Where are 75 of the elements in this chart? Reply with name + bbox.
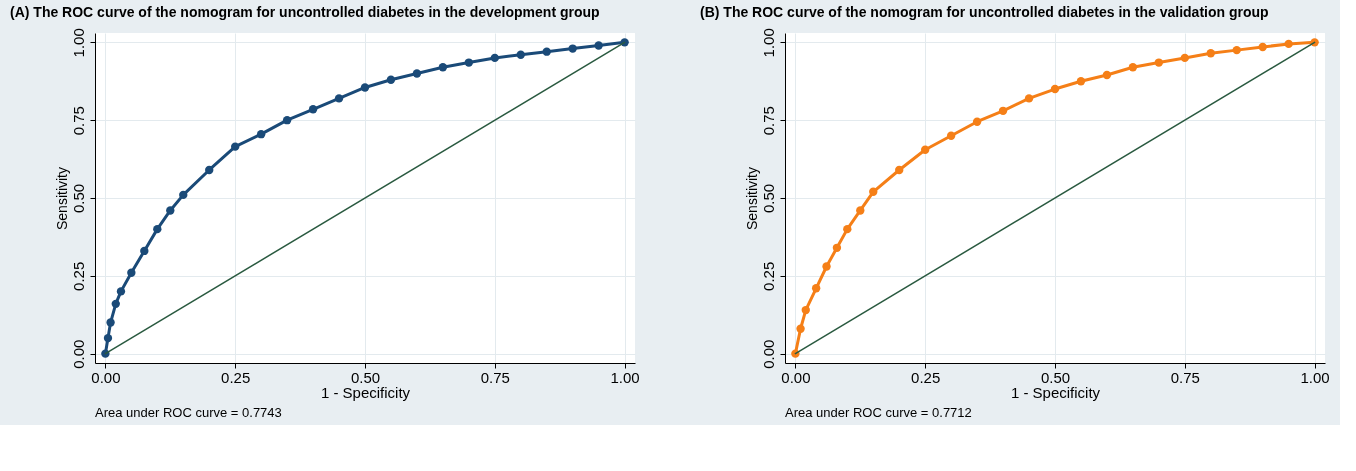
point [386, 75, 396, 84]
x-tick-label: 1.00 [1300, 368, 1330, 386]
x-tick-label: 0.50 [1040, 368, 1071, 386]
point [542, 47, 551, 56]
point [516, 50, 525, 59]
y-tick-label: 0.75 [69, 106, 87, 136]
point [822, 262, 831, 271]
point [490, 53, 499, 63]
point [801, 305, 810, 315]
point [998, 106, 1008, 115]
point [1102, 70, 1112, 80]
point [412, 69, 422, 78]
y-tick-label: 0.50 [759, 183, 777, 214]
point [895, 165, 904, 175]
point [360, 83, 370, 92]
point [103, 333, 113, 343]
point [282, 116, 292, 125]
x-tick-label: 0.50 [350, 368, 381, 386]
y-tick-label: 0.25 [759, 261, 777, 291]
point [111, 299, 120, 309]
point [843, 224, 852, 234]
point [856, 206, 865, 215]
text: Area under ROC curve = 0.7712 [785, 405, 972, 420]
point [796, 324, 805, 333]
point [1076, 77, 1086, 86]
point [1284, 39, 1293, 49]
point [568, 44, 577, 53]
point [166, 206, 175, 215]
point [464, 58, 474, 67]
point [1050, 84, 1060, 94]
point [153, 224, 162, 234]
point [594, 41, 603, 50]
y-tick-label: 0.25 [69, 261, 87, 291]
x-tick-label: 0.00 [91, 368, 121, 386]
point [106, 318, 115, 327]
point [1206, 49, 1215, 58]
point [256, 130, 266, 139]
text: Area under ROC curve = 0.7743 [95, 405, 282, 420]
x-tick-label: 0.25 [911, 368, 941, 386]
y-axis-title: Sensitivity [53, 166, 70, 231]
point [972, 117, 982, 126]
point [811, 284, 821, 293]
y-axis-title: Sensitivity [743, 166, 760, 231]
point [1180, 53, 1189, 63]
point [179, 190, 188, 200]
point [334, 94, 344, 103]
y-tick-label: 1.00 [69, 28, 87, 58]
point [921, 145, 930, 154]
x-axis-title: 1 - Specificity [320, 383, 411, 401]
chart-title: (B) The ROC curve of the nomogram for uncontrolled diabetes in the validation group [700, 3, 1269, 20]
chart-title: (A) The ROC curve of the nomogram for uncontrolled diabetes in the development group [10, 3, 600, 20]
point [116, 287, 126, 296]
y-tick-label: 0.50 [69, 183, 87, 214]
x-tick-label: 1.00 [610, 368, 640, 386]
point [832, 243, 842, 252]
point [1258, 42, 1267, 52]
point [946, 131, 956, 140]
y-tick-label: 1.00 [759, 28, 777, 58]
point [869, 187, 878, 196]
point [1232, 45, 1241, 55]
point [438, 63, 448, 72]
x-tick-label: 0.00 [781, 368, 811, 386]
x-axis-title: 1 - Specificity [1010, 383, 1101, 401]
point [1024, 94, 1034, 103]
x-tick-label: 0.75 [480, 368, 510, 386]
x-tick-label: 0.75 [1170, 368, 1200, 386]
y-tick-label: 0.75 [759, 106, 777, 136]
point [308, 105, 318, 114]
point [1154, 58, 1164, 67]
x-tick-label: 0.25 [221, 368, 251, 386]
point [231, 142, 240, 151]
point [140, 246, 149, 256]
point [127, 268, 136, 277]
point [1128, 63, 1138, 72]
point [205, 165, 214, 175]
